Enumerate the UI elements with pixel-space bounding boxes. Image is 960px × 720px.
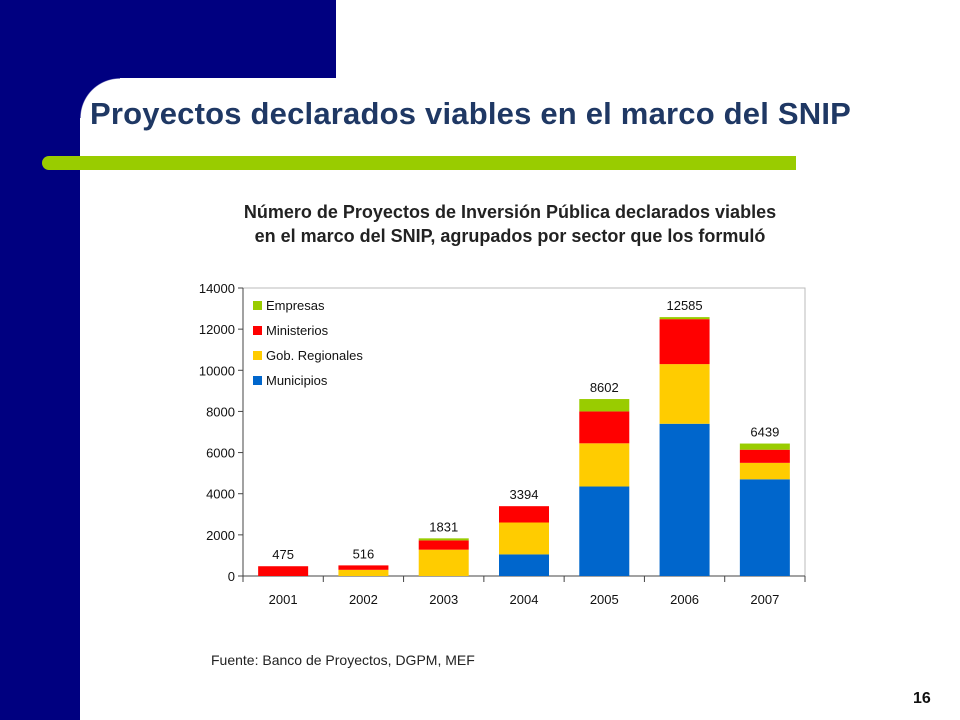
- legend-label: Municipios: [266, 373, 328, 388]
- total-data-label: 6439: [750, 425, 779, 440]
- bar-segment-gob-regionales: [659, 364, 710, 424]
- bar-segment-empresas: [659, 317, 710, 320]
- bar-segment-ministerios: [499, 506, 549, 523]
- x-tick-label: 2001: [269, 592, 298, 607]
- bar-segment-gob-regionales: [338, 569, 389, 576]
- total-data-label: 8602: [590, 380, 619, 395]
- bar-segment-empresas: [418, 538, 469, 541]
- legend-swatch: [253, 326, 262, 335]
- bar-segment-ministerios: [338, 565, 389, 570]
- x-tick-label: 2005: [590, 592, 619, 607]
- legend-label: Gob. Regionales: [266, 348, 363, 363]
- y-tick-label: 12000: [199, 322, 235, 337]
- bar-segment-gob-regionales: [499, 522, 549, 555]
- left-navy-band: [0, 0, 80, 720]
- page-number: 16: [913, 690, 931, 707]
- x-tick-label: 2006: [670, 592, 699, 607]
- bar-segment-ministerios: [258, 566, 309, 576]
- bar-segment-gob-regionales: [418, 549, 469, 576]
- bar-segment-ministerios: [739, 449, 790, 463]
- y-tick-label: 2000: [206, 528, 235, 543]
- y-tick-label: 0: [228, 569, 235, 584]
- x-tick-label: 2007: [750, 592, 779, 607]
- y-tick-label: 14000: [199, 281, 235, 296]
- legend-label: Ministerios: [266, 323, 329, 338]
- bar-segment-ministerios: [579, 411, 630, 444]
- bar-segment-municipios: [659, 423, 710, 576]
- legend-swatch: [253, 351, 262, 360]
- chart-title: Número de Proyectos de Inversión Pública…: [243, 202, 777, 222]
- bar-segment-ministerios: [418, 540, 469, 550]
- y-tick-label: 6000: [206, 446, 235, 461]
- bar-segment-gob-regionales: [579, 443, 630, 487]
- x-tick-label: 2003: [429, 592, 458, 607]
- total-data-label: 3394: [510, 487, 539, 502]
- bar-segment-municipios: [499, 554, 549, 576]
- total-data-label: 475: [272, 547, 294, 562]
- bar-segment-municipios: [739, 479, 790, 576]
- corner-curve: [80, 78, 120, 118]
- total-data-label: 516: [353, 546, 375, 561]
- top-navy-block: [0, 0, 336, 78]
- title-accent-bar: [42, 156, 796, 170]
- y-tick-label: 8000: [206, 404, 235, 419]
- y-tick-label: 10000: [199, 363, 235, 378]
- slide-title: Proyectos declarados viables en el marco…: [90, 96, 852, 131]
- bar-segment-empresas: [739, 443, 790, 450]
- bar-segment-empresas: [579, 399, 630, 412]
- chart-title-block: Número de Proyectos de Inversión Pública…: [140, 200, 880, 248]
- bar-segment-gob-regionales: [739, 462, 790, 480]
- legend-label: Empresas: [266, 298, 325, 313]
- chart-subtitle: en el marco del SNIP, agrupados por sect…: [254, 226, 766, 246]
- bar-segment-municipios: [579, 486, 630, 576]
- x-tick-label: 2004: [510, 592, 539, 607]
- x-tick-label: 2002: [349, 592, 378, 607]
- legend-swatch: [253, 376, 262, 385]
- total-data-label: 12585: [666, 298, 702, 313]
- source-note: Fuente: Banco de Proyectos, DGPM, MEF: [211, 652, 475, 668]
- total-data-label: 1831: [429, 519, 458, 534]
- legend-swatch: [253, 301, 262, 310]
- bar-segment-ministerios: [659, 319, 710, 365]
- y-tick-label: 4000: [206, 487, 235, 502]
